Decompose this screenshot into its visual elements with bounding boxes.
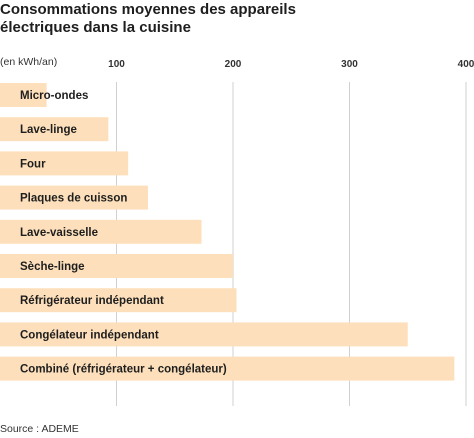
bar-6: [0, 254, 233, 278]
bar-label-3: Four: [20, 158, 46, 170]
bar-7: [0, 288, 237, 313]
bar-3: [0, 151, 129, 176]
bar-2: [0, 117, 109, 142]
x-tick-label-100: 100: [108, 59, 125, 70]
x-tick-label-400: 400: [458, 59, 474, 70]
chart-title-line-2: électriques dans la cuisine: [0, 19, 191, 36]
x-tick-label-200: 200: [225, 59, 242, 70]
chart-title-line-1: Consommations moyennes des appareils: [0, 1, 296, 18]
source-note: Source : ADEME: [0, 423, 79, 435]
x-tick-label-300: 300: [341, 59, 358, 70]
bar-label-7: Réfrigérateur indépendant: [20, 295, 164, 307]
bar-9: [0, 356, 455, 381]
bar-1: [0, 83, 47, 107]
bar-5: [0, 219, 202, 244]
unit-label: (en kWh/an): [0, 56, 58, 68]
bar-label-2: Lave-linge: [20, 124, 77, 136]
bar-label-4: Plaques de cuisson: [20, 193, 127, 205]
bar-label-1: Micro-ondes: [20, 90, 88, 102]
bar-label-6: Sèche-linge: [20, 261, 85, 273]
chart-title: Consommations moyennes des appareils éle…: [0, 1, 460, 37]
bar-8: [0, 322, 408, 347]
bar-label-5: Lave-vaisselle: [20, 227, 98, 239]
bar-4: [0, 185, 148, 210]
bar-label-9: Combiné (réfrigérateur + congélateur): [20, 364, 227, 376]
bar-label-8: Congélateur indépendant: [20, 329, 159, 341]
